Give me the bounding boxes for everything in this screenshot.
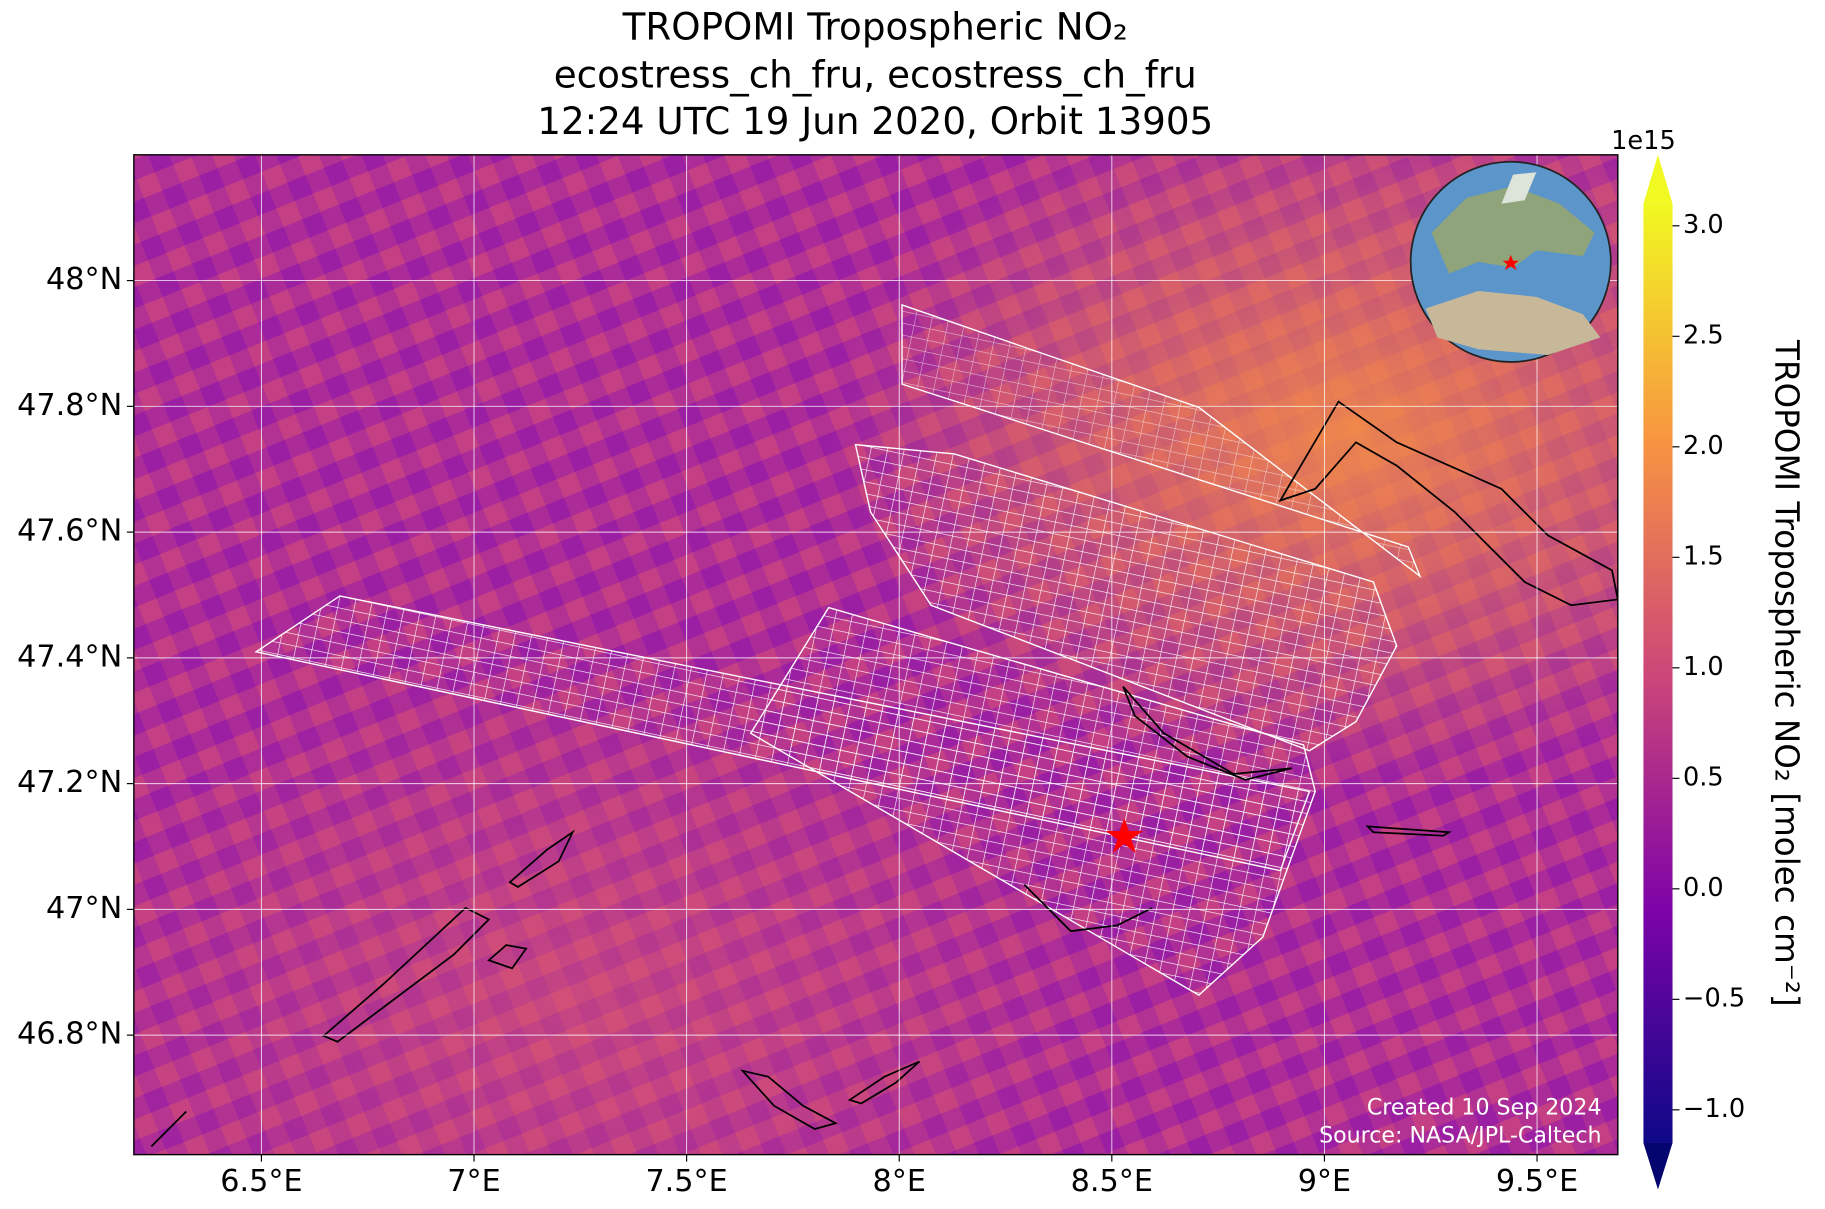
colorbar-extend [1643,154,1673,204]
colorbar-tick-label: 2.5 [1683,320,1724,350]
y-tick-label: 47.8°N [17,388,122,423]
y-tick-label: 46.8°N [17,1017,122,1052]
colorbar-tick-label: 1.5 [1683,541,1724,571]
colorbar-offset: 1e15 [1611,126,1676,156]
colorbar-label: TROPOMI Tropospheric NO₂ [molec cm⁻²] [1767,339,1805,1007]
grid [133,154,1618,1155]
colorbar-tick-label: 1.0 [1683,652,1724,682]
colorbar-body [1643,203,1673,1143]
swaths [254,303,1422,997]
title-line: 12:24 UTC 19 Jun 2020, Orbit 13905 [537,99,1213,143]
colorbar-tick-label: 2.0 [1683,431,1724,461]
colorbar-extend [1643,1142,1673,1190]
colorbar: −1.0 −0.5 0.0 0.5 1.0 1.5 2.0 2.5 3.0 1e15 TROPOMI… [1611,126,1805,1190]
y-tick-label: 47°N [46,891,122,926]
x-tick-label: 9.5°E [1496,1164,1578,1199]
y-tick-label: 48°N [46,262,122,297]
colorbar-tick-label: 0.5 [1683,762,1724,792]
site-marker [1105,818,1143,854]
colorbar-tick-label: −1.0 [1683,1094,1745,1124]
colorbar-tick-label: 0.0 [1683,873,1724,903]
credit: Source: NASA/JPL-Caltech [1319,1122,1601,1148]
credit: Created 10 Sep 2024 [1367,1095,1602,1121]
y-tick-label: 47.6°N [17,514,122,549]
x-tick-label: 6.5°E [220,1164,302,1199]
x-tick-label: 7°E [447,1164,500,1199]
x-tick-label: 7.5°E [645,1164,727,1199]
title-line: ecostress_ch_fru, ecostress_ch_fru [554,52,1197,96]
inset-globe [1409,160,1612,363]
colorbar-tick-label: −0.5 [1683,983,1745,1013]
title-line: TROPOMI Tropospheric NO₂ [622,5,1128,49]
plot-frame [133,154,1619,1156]
x-tick-label: 9°E [1298,1164,1351,1199]
map-layer: Created 10 Sep 2024 Source: NASA/JPL-Cal… [133,154,1618,1155]
y-tick-label: 47.4°N [17,639,122,674]
lake-outlines [150,400,1618,1148]
x-tick-label: 8.5°E [1071,1164,1153,1199]
x-tick-label: 8°E [872,1164,925,1199]
colorbar-tick-label: 3.0 [1683,210,1724,240]
y-tick-label: 47.2°N [17,765,122,800]
